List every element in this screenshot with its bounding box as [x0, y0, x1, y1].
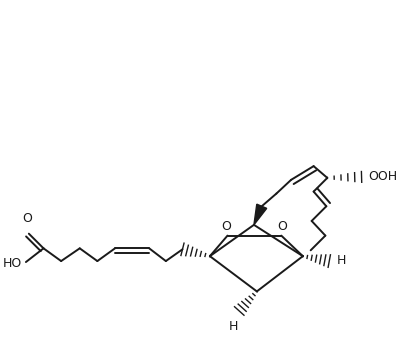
Text: H: H [337, 254, 347, 267]
Text: O: O [277, 220, 287, 233]
Text: HO: HO [3, 257, 22, 270]
Text: H: H [229, 320, 238, 333]
Text: O: O [22, 212, 32, 225]
Polygon shape [254, 204, 267, 225]
Text: OOH: OOH [368, 170, 397, 184]
Text: O: O [222, 220, 231, 233]
